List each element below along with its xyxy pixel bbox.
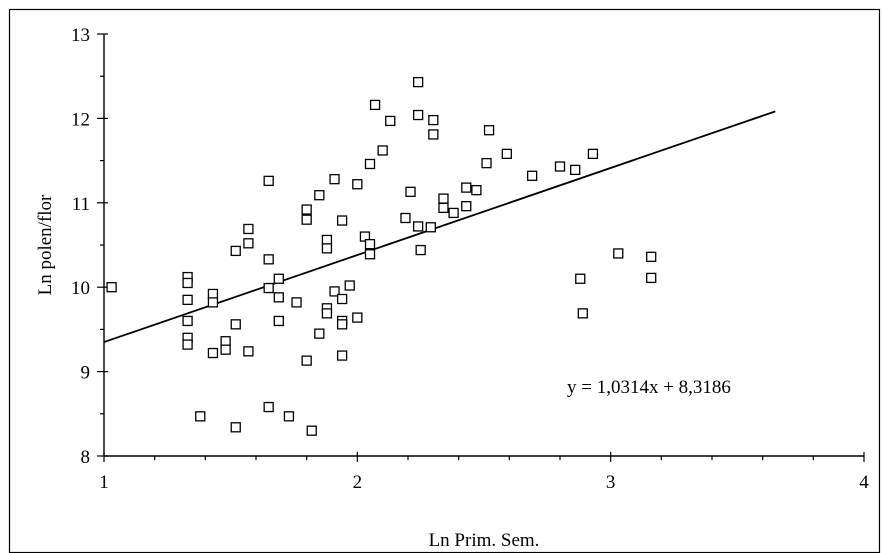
data-point	[301, 214, 312, 225]
data-point	[415, 244, 426, 256]
data-point	[273, 273, 284, 284]
y-tick-label: 9	[81, 363, 91, 384]
data-point	[243, 238, 254, 249]
y-tick-label: 13	[71, 25, 90, 46]
x-tick-label: 3	[606, 472, 616, 493]
y-tick-label: 10	[71, 278, 90, 299]
data-point	[220, 336, 231, 347]
data-point	[195, 411, 206, 422]
data-point	[428, 129, 439, 140]
data-point	[577, 308, 588, 319]
data-point	[106, 282, 117, 293]
data-point	[291, 297, 302, 308]
y-tick-label: 12	[71, 109, 90, 130]
data-point	[243, 223, 254, 235]
data-point	[646, 251, 657, 262]
data-point	[405, 186, 416, 197]
data-point	[336, 293, 348, 305]
data-point	[587, 148, 599, 159]
data-point	[483, 125, 495, 136]
y-tick-label: 8	[81, 447, 91, 468]
x-tick-label: 1	[99, 472, 109, 493]
data-point	[230, 319, 241, 330]
data-point	[243, 346, 254, 357]
data-point	[336, 215, 348, 226]
ticks	[97, 33, 865, 462]
data-point	[554, 161, 566, 172]
data-point	[448, 207, 459, 219]
data-point	[344, 280, 355, 291]
data-point	[329, 286, 340, 297]
data-point	[400, 212, 411, 224]
y-tick-label: 11	[72, 194, 90, 215]
data-point	[301, 355, 312, 366]
data-point	[412, 221, 424, 232]
x-axis-label: Ln Prim. Sem.	[429, 530, 540, 551]
data-point	[412, 76, 424, 88]
data-point	[207, 347, 219, 359]
data-point	[329, 174, 340, 185]
data-point	[273, 315, 284, 327]
x-tick-label: 4	[859, 472, 869, 493]
data-point	[364, 158, 376, 170]
data-point	[283, 411, 295, 422]
data-point	[646, 272, 657, 284]
data-point	[321, 308, 333, 319]
data-point	[207, 297, 219, 308]
data-point	[461, 201, 472, 212]
data-point	[336, 319, 348, 330]
data-point	[306, 425, 317, 436]
trendline	[103, 110, 776, 343]
data-point	[336, 350, 348, 361]
data-point	[377, 145, 388, 156]
data-point	[412, 109, 424, 121]
data-point	[438, 202, 449, 214]
data-point	[182, 277, 193, 289]
axes	[103, 34, 864, 457]
data-point	[220, 344, 231, 355]
y-axis-label: Ln polen/flor	[35, 194, 56, 295]
data-point	[428, 114, 439, 126]
data-point	[321, 234, 333, 246]
data-points	[106, 76, 657, 436]
data-point	[471, 184, 482, 196]
data-point	[321, 243, 333, 254]
data-point	[526, 170, 538, 181]
data-point	[481, 157, 492, 169]
data-point	[461, 182, 472, 193]
data-point	[364, 249, 376, 260]
data-point	[182, 339, 193, 350]
data-point	[207, 288, 219, 300]
chart-border	[8, 8, 881, 553]
data-point	[369, 99, 381, 111]
data-point	[263, 175, 274, 187]
x-tick-label: 2	[353, 472, 363, 493]
data-point	[613, 248, 624, 259]
data-point	[182, 315, 193, 327]
data-point	[501, 148, 512, 159]
data-point	[230, 245, 241, 257]
data-point	[263, 254, 274, 265]
trendline-equation: y = 1,0314x + 8,3186	[567, 377, 731, 398]
data-point	[425, 222, 436, 233]
data-point	[314, 328, 325, 339]
data-point	[273, 292, 284, 303]
data-point	[301, 204, 312, 215]
data-point	[352, 312, 363, 323]
data-point	[230, 422, 241, 433]
data-point	[575, 273, 586, 284]
data-point	[385, 115, 396, 127]
data-point	[364, 239, 376, 250]
data-point	[263, 401, 274, 413]
data-point	[438, 193, 449, 204]
data-point	[570, 164, 581, 176]
data-point	[263, 282, 274, 294]
data-point	[314, 190, 325, 201]
data-point	[182, 294, 193, 306]
data-point	[352, 179, 363, 190]
